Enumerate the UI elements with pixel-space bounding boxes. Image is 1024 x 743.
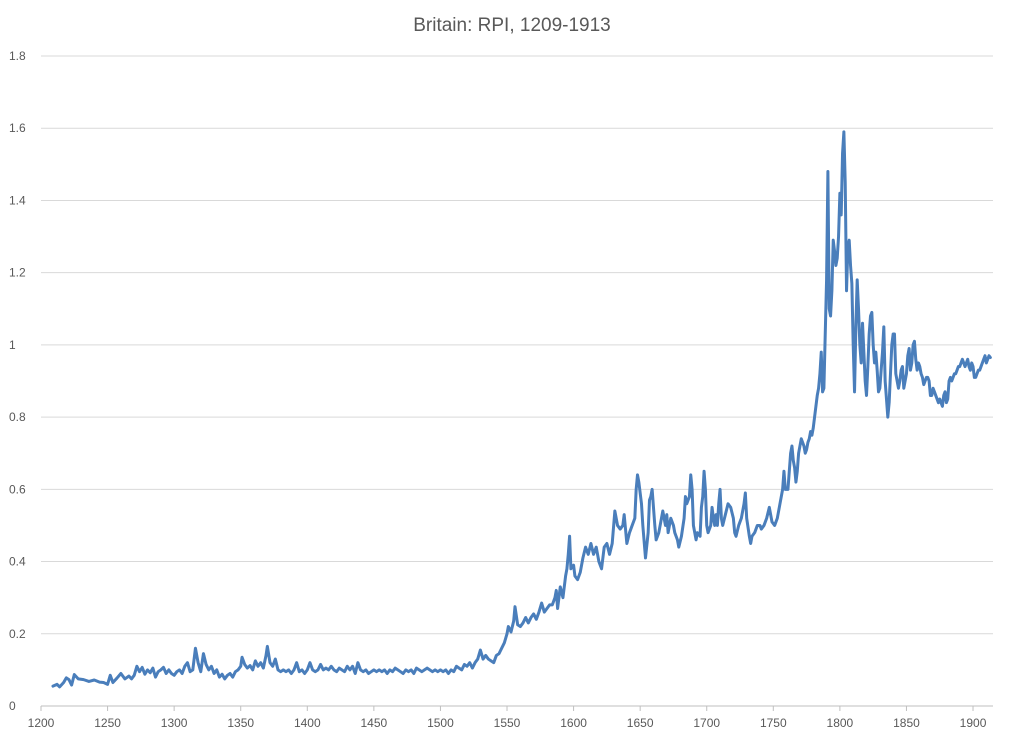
chart-title: Britain: RPI, 1209-1913: [413, 15, 611, 36]
y-tick-label: 0.4: [9, 555, 26, 569]
y-tick-label: 0.6: [9, 482, 26, 496]
x-tick-label: 1850: [893, 716, 920, 730]
y-tick-label: 1.4: [9, 193, 26, 207]
y-tick-label: 1: [9, 338, 16, 352]
y-tick-label: 1.6: [9, 121, 26, 135]
x-tick-label: 1750: [760, 716, 787, 730]
x-tick-label: 1400: [294, 716, 321, 730]
x-tick-label: 1450: [361, 716, 388, 730]
x-tick-label: 1300: [161, 716, 188, 730]
y-tick-label: 0.2: [9, 627, 26, 641]
y-tick-label: 1.2: [9, 266, 26, 280]
x-tick-label: 1350: [227, 716, 254, 730]
y-tick-label: 0.8: [9, 410, 26, 424]
x-tick-label: 1550: [494, 716, 521, 730]
series-line: [51, 130, 992, 689]
x-tick-label: 1200: [28, 716, 55, 730]
x-tick-label: 1900: [960, 716, 987, 730]
y-tick-label: 1.8: [9, 49, 26, 63]
y-tick-label: 0: [9, 699, 16, 713]
x-tick-label: 1250: [94, 716, 121, 730]
x-tick-label: 1650: [627, 716, 654, 730]
x-tick-label: 1800: [827, 716, 854, 730]
x-tick-label: 1700: [693, 716, 720, 730]
x-tick-label: 1500: [427, 716, 454, 730]
x-tick-label: 1600: [560, 716, 587, 730]
